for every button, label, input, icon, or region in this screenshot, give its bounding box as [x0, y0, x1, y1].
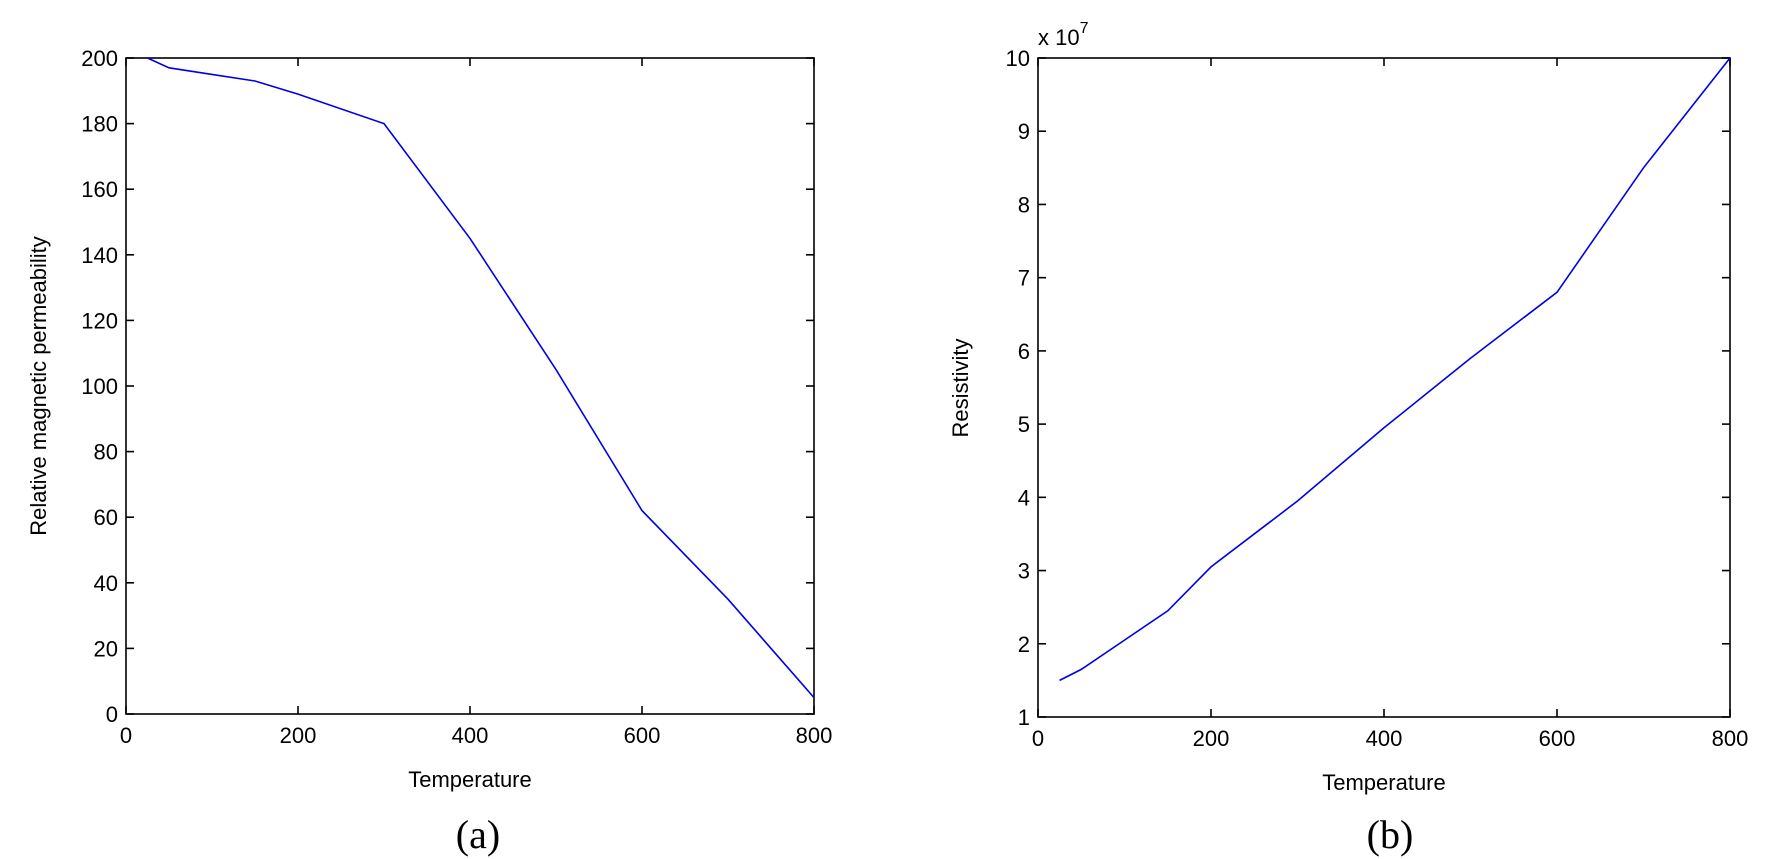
x-tick-label-a-3: 600 — [624, 723, 661, 748]
series-line-a-0 — [147, 57, 815, 699]
y-tick-label-a-3: 60 — [94, 505, 118, 530]
x-tick-label-b-0: 0 — [1032, 726, 1044, 751]
y-tick-label-a-4: 80 — [94, 440, 118, 465]
y-tick-label-b-9: 10 — [1006, 46, 1030, 71]
series-line-b-0 — [1059, 57, 1731, 682]
y-ticks-a: 0 20 40 60 80 100 120 140 160 180 200 — [81, 46, 814, 727]
y-axis-label-b: Resistivity — [948, 338, 973, 437]
chart-panel-b: 0 200 400 600 800 1 2 3 4 5 6 7 8 9 10 Temperature Re… — [948, 20, 1748, 857]
x-tick-label-b-4: 800 — [1712, 726, 1749, 751]
y-tick-label-a-9: 180 — [81, 112, 118, 137]
y-tick-label-a-0: 0 — [106, 702, 118, 727]
y-multiplier-exponent: 7 — [1080, 20, 1089, 37]
x-ticks-b: 0 200 400 600 800 — [1032, 58, 1748, 751]
panel-caption-b: (b) — [1367, 812, 1414, 857]
x-tick-label-b-3: 600 — [1539, 726, 1576, 751]
x-tick-label-b-2: 400 — [1366, 726, 1403, 751]
x-axis-label-b: Temperature — [1322, 770, 1446, 795]
y-tick-label-a-6: 120 — [81, 308, 118, 333]
plot-frame-b — [1037, 57, 1731, 718]
y-ticks-b: 1 2 3 4 5 6 7 8 9 10 — [1006, 46, 1730, 730]
y-tick-label-a-7: 140 — [81, 243, 118, 268]
panel-caption-a: (a) — [456, 812, 500, 857]
y-tick-label-b-2: 3 — [1018, 559, 1030, 584]
x-tick-label-a-0: 0 — [120, 723, 132, 748]
x-tick-label-a-1: 200 — [280, 723, 317, 748]
chart-panel-a: 0 200 400 600 800 0 20 40 60 80 100 120 140 160 180 20… — [26, 46, 832, 857]
y-tick-label-b-4: 5 — [1018, 412, 1030, 437]
y-tick-label-a-2: 40 — [94, 571, 118, 596]
y-tick-label-b-3: 4 — [1018, 485, 1030, 510]
y-axis-label-a: Relative magnetic permeability — [26, 236, 51, 536]
y-tick-label-b-6: 7 — [1018, 266, 1030, 291]
y-tick-label-a-8: 160 — [81, 177, 118, 202]
x-tick-label-a-4: 800 — [796, 723, 833, 748]
series-layer-a — [147, 57, 815, 699]
y-multiplier-base: x 10 — [1038, 25, 1080, 50]
series-layer-b — [1059, 57, 1731, 682]
y-tick-label-b-8: 9 — [1018, 119, 1030, 144]
y-tick-label-b-0: 1 — [1018, 705, 1030, 730]
y-tick-label-a-5: 100 — [81, 374, 118, 399]
y-tick-label-b-7: 8 — [1018, 192, 1030, 217]
y-tick-label-a-1: 20 — [94, 636, 118, 661]
plot-frame-a — [125, 57, 815, 715]
x-tick-label-b-1: 200 — [1193, 726, 1230, 751]
x-tick-label-a-2: 400 — [452, 723, 489, 748]
x-axis-label-a: Temperature — [408, 767, 532, 792]
y-tick-label-b-5: 6 — [1018, 339, 1030, 364]
x-ticks-a: 0 200 400 600 800 — [120, 58, 832, 748]
y-multiplier-b: x 107 — [1038, 20, 1089, 50]
y-tick-label-b-1: 2 — [1018, 632, 1030, 657]
y-tick-label-a-10: 200 — [81, 46, 118, 71]
